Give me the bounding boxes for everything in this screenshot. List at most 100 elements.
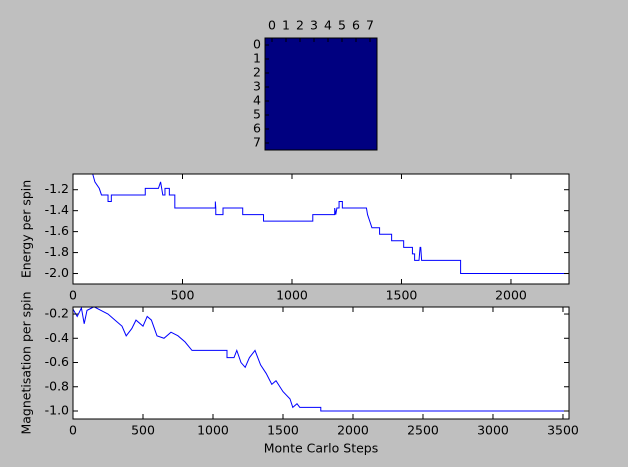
cell (349, 38, 364, 53)
cell (349, 122, 364, 137)
x-tick-label: 0 (268, 18, 276, 33)
cell (293, 108, 308, 123)
cell (307, 122, 322, 137)
cell (279, 136, 294, 151)
cell (363, 94, 378, 109)
cell (307, 52, 322, 67)
cell (363, 122, 378, 137)
cell (279, 52, 294, 67)
cell (307, 66, 322, 81)
x-tick-label: 0 (69, 288, 77, 303)
cell (335, 66, 350, 81)
cell (363, 80, 378, 95)
y-tick-label: -1.4 (45, 202, 69, 217)
cell (307, 94, 322, 109)
cell (335, 108, 350, 123)
y-tick-label: 0 (253, 37, 261, 52)
x-axis-label: Monte Carlo Steps (264, 441, 379, 456)
x-tick-label: 3 (310, 18, 318, 33)
y-tick-label: -1.6 (45, 223, 69, 238)
cell (349, 136, 364, 151)
cell (279, 94, 294, 109)
x-tick-label: 1000 (276, 288, 308, 303)
axes-background (72, 173, 570, 285)
cell (349, 52, 364, 67)
cell (363, 136, 378, 151)
cell (265, 38, 280, 53)
cell (335, 52, 350, 67)
axes-frame (264, 37, 378, 151)
x-tick-label: 1 (282, 18, 290, 33)
series-line (73, 307, 569, 412)
x-tick-label: 2500 (407, 423, 439, 438)
cell (349, 66, 364, 81)
cell (321, 80, 336, 95)
x-tick-label: 500 (171, 288, 195, 303)
cell (321, 108, 336, 123)
y-axis-label: Energy per spin (19, 180, 34, 278)
cell (321, 66, 336, 81)
cell (265, 136, 280, 151)
cell (363, 52, 378, 67)
cell (321, 94, 336, 109)
cell (279, 122, 294, 137)
cell (265, 108, 280, 123)
cell (279, 108, 294, 123)
x-tick-label: 3000 (477, 423, 509, 438)
axes-frame (72, 173, 570, 285)
cell (321, 38, 336, 53)
cell (349, 80, 364, 95)
x-tick-label: 2000 (337, 423, 369, 438)
y-tick-label: -1.0 (45, 403, 69, 418)
y-tick-label: 5 (253, 107, 261, 122)
series-line (92, 174, 569, 275)
x-tick-label: 4 (324, 18, 332, 33)
y-axis-label: Magnetisation per spin (19, 291, 34, 434)
cell (265, 52, 280, 67)
cell (293, 66, 308, 81)
cell (335, 80, 350, 95)
x-tick-label: 2000 (495, 288, 527, 303)
cell (321, 122, 336, 137)
x-tick-label: 3500 (547, 423, 579, 438)
cell (321, 136, 336, 151)
y-tick-label: -0.6 (45, 354, 69, 369)
cell (335, 94, 350, 109)
y-tick-label: -1.2 (45, 181, 69, 196)
cell (363, 38, 378, 53)
cell (335, 122, 350, 137)
cell (307, 108, 322, 123)
x-tick-label: 1500 (386, 288, 418, 303)
cell (363, 66, 378, 81)
cell (349, 94, 364, 109)
x-tick-label: 7 (366, 18, 374, 33)
x-tick-label: 5 (338, 18, 346, 33)
x-tick-label: 1000 (197, 423, 229, 438)
cell (349, 108, 364, 123)
cell (293, 38, 308, 53)
y-tick-label: -0.8 (45, 378, 69, 393)
cell (363, 108, 378, 123)
y-tick-label: 3 (253, 79, 261, 94)
cell (293, 80, 308, 95)
y-tick-label: -2.0 (45, 265, 69, 280)
cell (307, 38, 322, 53)
cell (293, 94, 308, 109)
cell (265, 80, 280, 95)
y-tick-label: 7 (253, 135, 261, 150)
cell (265, 94, 280, 109)
x-tick-label: 500 (131, 423, 155, 438)
y-tick-label: 2 (253, 65, 261, 80)
cell (335, 38, 350, 53)
y-tick-label: 1 (253, 51, 261, 66)
cell (293, 136, 308, 151)
x-tick-label: 2 (296, 18, 304, 33)
cell (265, 66, 280, 81)
x-tick-label: 1500 (267, 423, 299, 438)
cell (321, 52, 336, 67)
y-tick-label: -1.8 (45, 244, 69, 259)
y-tick-label: -0.4 (45, 330, 69, 345)
cell (335, 136, 350, 151)
cell (307, 80, 322, 95)
